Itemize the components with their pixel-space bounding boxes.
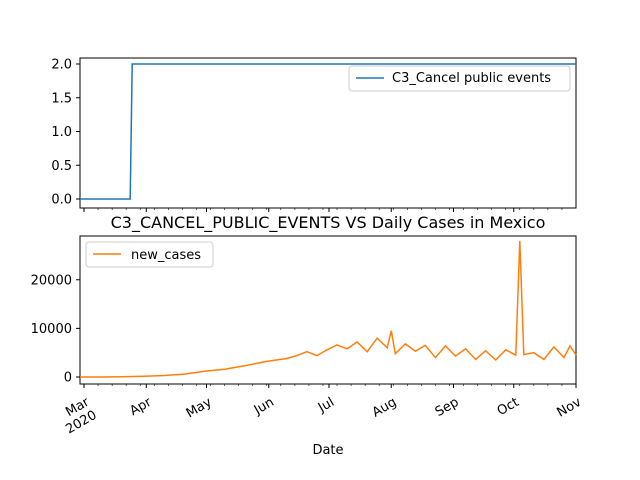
x-tick-label-line: Aug xyxy=(370,395,399,421)
bottom-legend: new_cases xyxy=(85,241,214,268)
x-tick-label-line: Jun xyxy=(251,395,277,419)
bottom-y-tick-label: 10000 xyxy=(31,322,72,337)
x-tick-label: Aug xyxy=(370,395,399,421)
x-tick-label-line: Sep xyxy=(433,395,462,420)
top-legend-box xyxy=(348,65,571,92)
x-tick-label: Apr xyxy=(127,395,155,420)
chart-title: C3_CANCEL_PUBLIC_EVENTS VS Daily Cases i… xyxy=(111,213,546,233)
x-tick-label-line: May xyxy=(184,395,215,422)
bottom-legend-label: new_cases xyxy=(131,248,201,263)
top-y-tick-label: 0.5 xyxy=(51,159,72,174)
top-legend: C3_Cancel public events xyxy=(348,65,571,92)
top-y-tick-label: 1.0 xyxy=(51,125,72,140)
x-tick-label: Nov xyxy=(555,395,585,421)
top-y-tick-label: 2.0 xyxy=(51,58,72,73)
x-tick-label: Sep xyxy=(433,395,462,420)
x-axis-title: Date xyxy=(312,443,343,458)
bottom-legend-box xyxy=(85,241,214,268)
x-tick-label-line: Nov xyxy=(555,395,585,421)
bottom-y-tick-label: 20000 xyxy=(31,273,72,288)
x-tick-label-line: Apr xyxy=(127,395,155,420)
top-y-axis: 0.0 0.5 1.0 1.5 2.0 xyxy=(51,58,80,208)
x-tick-label: Jun xyxy=(251,395,277,419)
x-tick-label: May xyxy=(184,395,215,422)
x-tick-label: Oct xyxy=(495,395,522,419)
bottom-series-line xyxy=(80,240,577,378)
top-y-tick-label: 0.0 xyxy=(51,193,72,208)
top-legend-label: C3_Cancel public events xyxy=(392,71,551,86)
x-tick-label-line: Oct xyxy=(495,395,522,419)
bottom-y-axis: 0 10000 20000 xyxy=(31,273,80,386)
x-tick-label-line: Jul xyxy=(315,395,337,416)
bottom-y-tick-label: 0 xyxy=(64,371,72,386)
top-y-tick-label: 1.5 xyxy=(51,91,72,106)
top-series-line xyxy=(80,63,576,200)
x-tick-label: Jul xyxy=(315,395,337,416)
